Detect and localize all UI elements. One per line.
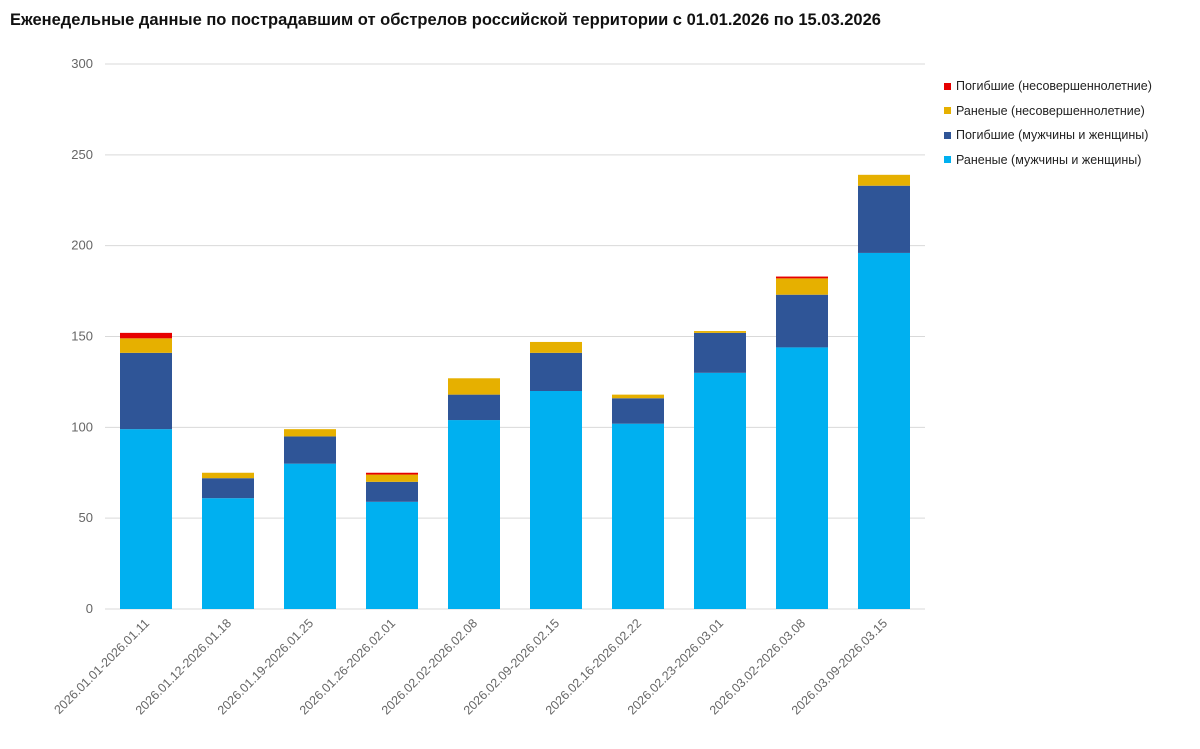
y-tick-label: 250	[71, 147, 93, 162]
y-tick-label: 0	[86, 601, 93, 616]
legend-item: Погибшие (мужчины и женщины)	[944, 123, 1152, 148]
bar-segment	[202, 472, 254, 479]
bar-segment	[530, 391, 582, 609]
legend-item: Раненые (мужчины и женщины)	[944, 148, 1152, 173]
x-tick-label: 2026.03.09-2026.03.15	[789, 616, 890, 717]
bar-segment	[448, 420, 500, 609]
bar-segment	[202, 478, 254, 499]
bar-segment	[120, 352, 172, 430]
bar-segment	[120, 332, 172, 339]
y-tick-label: 150	[71, 329, 93, 344]
legend-swatch	[944, 156, 951, 164]
chart-title: Еженедельные данные по пострадавшим от о…	[10, 11, 881, 29]
legend-label: Раненые (несовершеннолетние)	[956, 103, 1145, 118]
bar-segment	[284, 463, 336, 609]
bar-segment	[366, 501, 418, 609]
bar-segment	[284, 429, 336, 437]
y-tick-label: 200	[71, 238, 93, 253]
legend-label: Раненые (мужчины и женщины)	[956, 152, 1142, 167]
bar-segment	[776, 294, 828, 348]
bar-segment	[448, 394, 500, 421]
bar-segment	[694, 372, 746, 609]
bar-segment	[202, 498, 254, 609]
bar-segment	[366, 474, 418, 482]
bar-segment	[120, 429, 172, 609]
bar-segment	[858, 174, 910, 186]
bar-segment	[612, 394, 664, 399]
x-tick-label: 2026.01.01-2026.01.11	[51, 616, 152, 717]
bar-segment	[366, 481, 418, 502]
bar-segment	[776, 347, 828, 609]
legend-label: Погибшие (мужчины и женщины)	[956, 128, 1149, 143]
bar-segment	[530, 341, 582, 353]
y-tick-label: 50	[79, 510, 93, 525]
bar-segment	[612, 398, 664, 424]
y-tick-label: 100	[71, 419, 93, 434]
bar-segment	[858, 185, 910, 253]
y-tick-label: 300	[71, 56, 93, 71]
bar-segment	[284, 436, 336, 464]
legend-swatch	[944, 82, 951, 90]
bar-segment	[858, 252, 910, 609]
bar-segment	[776, 276, 828, 279]
bar-segment	[366, 472, 418, 475]
legend-swatch	[944, 131, 951, 139]
bar-segment	[120, 338, 172, 353]
legend-item: Раненые (несовершеннолетние)	[944, 99, 1152, 124]
bar-segment	[694, 331, 746, 333]
legend-item: Погибшие (несовершеннолетние)	[944, 74, 1152, 99]
legend-label: Погибшие (несовершеннолетние)	[956, 79, 1152, 94]
bar-segment	[448, 378, 500, 395]
legend-swatch	[944, 107, 951, 115]
bar-segment	[612, 423, 664, 609]
legend: Погибшие (несовершеннолетние) Раненые (не…	[944, 74, 1152, 172]
bar-segment	[776, 278, 828, 295]
bar-segment	[694, 332, 746, 373]
bar-segment	[530, 352, 582, 391]
